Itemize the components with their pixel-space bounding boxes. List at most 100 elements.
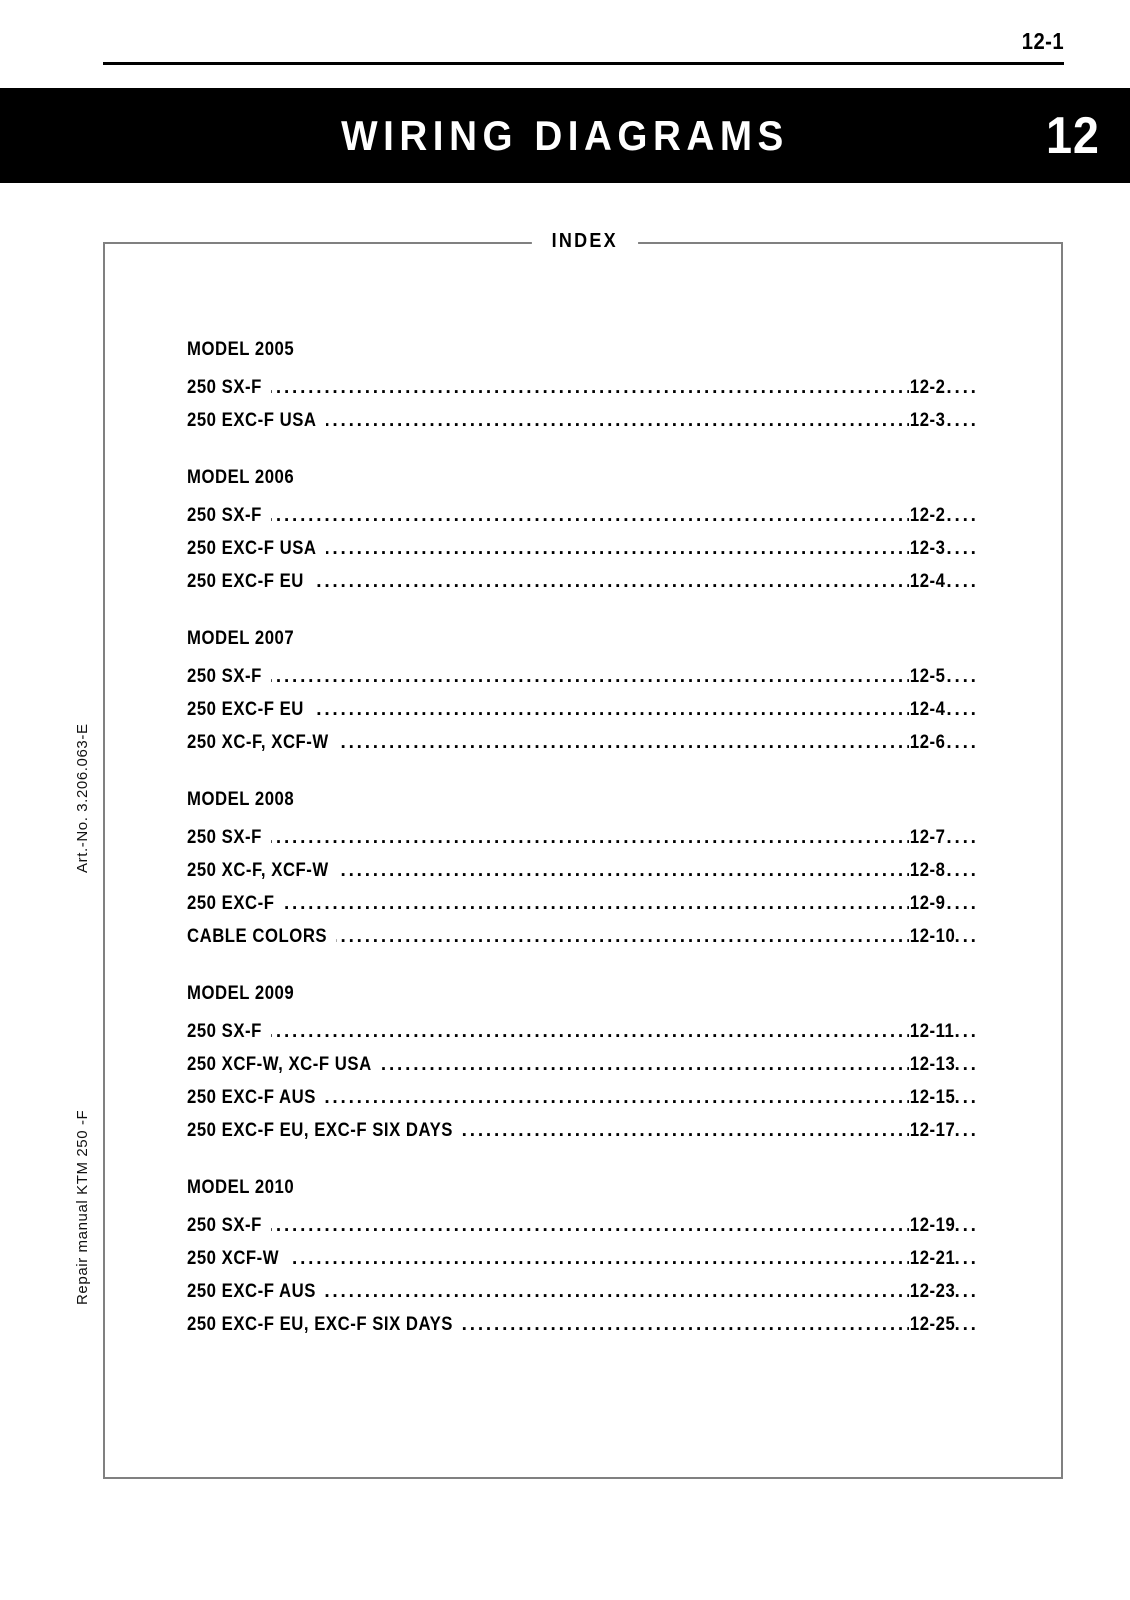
index-entry-page: 12-3 — [909, 532, 946, 565]
index-entry-page: 12-8 — [909, 854, 946, 887]
index-entry-label: 250 SX-F — [187, 377, 262, 398]
model-group: MODEL 2006..............................… — [187, 467, 977, 598]
dot-leader: ........................................… — [187, 1248, 977, 1269]
index-entry-label: 250 EXC-F AUS — [187, 1281, 316, 1302]
index-entry[interactable]: ........................................… — [187, 1015, 977, 1048]
index-entry[interactable]: ........................................… — [187, 1048, 977, 1081]
index-entry-label: 250 EXC-F USA — [187, 538, 317, 559]
leader-mask — [187, 1242, 289, 1275]
model-group: MODEL 2009..............................… — [187, 983, 977, 1147]
index-entry[interactable]: ........................................… — [187, 1308, 977, 1341]
index-entry-label: 250 SX-F — [187, 1215, 262, 1236]
index-entry[interactable]: ........................................… — [187, 404, 977, 437]
index-entry[interactable]: ........................................… — [187, 920, 977, 953]
index-entry-page: 12-3 — [909, 404, 946, 437]
model-group: MODEL 2010..............................… — [187, 1177, 977, 1341]
index-entry-page: 12-25 — [909, 1308, 956, 1341]
model-group-heading: MODEL 2005 — [187, 339, 295, 360]
leader-mask — [187, 726, 338, 759]
index-entry[interactable]: ........................................… — [187, 1242, 977, 1275]
dot-leader: ........................................… — [187, 1021, 977, 1042]
index-entry-page: 12-15 — [909, 1081, 956, 1114]
index-entry[interactable]: ........................................… — [187, 499, 977, 532]
model-group-heading: MODEL 2010 — [187, 1177, 295, 1198]
index-entry-page: 12-4 — [909, 565, 946, 598]
index-entry-label: 250 SX-F — [187, 505, 262, 526]
index-entry-label: 250 EXC-F EU — [187, 571, 304, 592]
leader-mask — [187, 1081, 325, 1114]
index-entry-page: 12-6 — [909, 726, 946, 759]
index-entry[interactable]: ........................................… — [187, 1275, 977, 1308]
index-entry[interactable]: ........................................… — [187, 693, 977, 726]
index-entry[interactable]: ........................................… — [187, 887, 977, 920]
dot-leader: ........................................… — [187, 827, 977, 848]
index-entry[interactable]: ........................................… — [187, 565, 977, 598]
repair-manual-imprint: Repair manual KTM 250 -F — [74, 1109, 91, 1305]
page-title: WIRING DIAGRAMS — [341, 111, 789, 159]
chapter-banner: WIRING DIAGRAMS 12 — [0, 88, 1130, 183]
leader-mask — [187, 1209, 271, 1242]
index-entry-page: 12-19 — [909, 1209, 956, 1242]
index-entry[interactable]: ........................................… — [187, 371, 977, 404]
index-entry-label: 250 XCF-W, XC-F USA — [187, 1054, 372, 1075]
dot-leader: ........................................… — [187, 666, 977, 687]
leader-mask — [187, 920, 337, 953]
dot-leader: ........................................… — [187, 1215, 977, 1236]
index-entry[interactable]: ........................................… — [187, 1209, 977, 1242]
index-entry-label: 250 EXC-F USA — [187, 410, 317, 431]
leader-mask — [187, 371, 271, 404]
leader-mask — [187, 1114, 462, 1147]
index-entry-label: 250 EXC-F AUS — [187, 1087, 316, 1108]
index-entry-label: 250 XCF-W — [187, 1248, 280, 1269]
leader-mask — [187, 499, 271, 532]
leader-mask — [187, 887, 284, 920]
index-entry-page: 12-21 — [909, 1242, 956, 1275]
leader-mask — [187, 821, 271, 854]
leader-mask — [187, 1048, 381, 1081]
model-group-heading: MODEL 2006 — [187, 467, 295, 488]
index-entry[interactable]: ........................................… — [187, 660, 977, 693]
model-group: MODEL 2008..............................… — [187, 789, 977, 953]
index-entry-page: 12-5 — [909, 660, 946, 693]
leader-mask — [187, 1308, 462, 1341]
index-entry-page: 12-17 — [909, 1114, 956, 1147]
leader-mask — [187, 1015, 271, 1048]
index-entry-page: 12-2 — [909, 371, 946, 404]
index-entry-label: 250 EXC-F EU — [187, 699, 304, 720]
index-entry-label: 250 SX-F — [187, 827, 262, 848]
index-entry[interactable]: ........................................… — [187, 821, 977, 854]
index-entry-page: 12-10 — [909, 920, 956, 953]
model-group: MODEL 2005..............................… — [187, 339, 977, 437]
chapter-number-tab: 12 — [1046, 106, 1100, 165]
index-entry[interactable]: ........................................… — [187, 854, 977, 887]
index-entry[interactable]: ........................................… — [187, 1114, 977, 1147]
index-entry-page: 12-2 — [909, 499, 946, 532]
index-entry-label: 250 XC-F, XCF-W — [187, 732, 329, 753]
leader-mask — [187, 404, 326, 437]
index-legend: INDEX — [105, 230, 1065, 253]
page-header: 12-1 — [0, 0, 1130, 85]
leader-mask — [187, 532, 326, 565]
index-legend-label: INDEX — [532, 230, 638, 253]
index-entry-label: 250 SX-F — [187, 666, 262, 687]
index-entry-label: 250 EXC-F — [187, 893, 275, 914]
index-entry-label: 250 XC-F, XCF-W — [187, 860, 329, 881]
leader-mask — [187, 854, 338, 887]
index-entry-label: 250 EXC-F EU, EXC-F SIX DAYS — [187, 1120, 453, 1141]
index-entry-page: 12-13 — [909, 1048, 956, 1081]
model-group: MODEL 2007..............................… — [187, 628, 977, 759]
leader-mask — [187, 660, 271, 693]
index-entry[interactable]: ........................................… — [187, 1081, 977, 1114]
model-group-heading: MODEL 2008 — [187, 789, 295, 810]
index-entry-page: 12-11 — [909, 1015, 955, 1048]
header-rule — [103, 62, 1064, 65]
index-entry[interactable]: ........................................… — [187, 532, 977, 565]
index-entry[interactable]: ........................................… — [187, 726, 977, 759]
index-content: MODEL 2005..............................… — [187, 339, 977, 1341]
dot-leader: ........................................… — [187, 893, 977, 914]
dot-leader: ........................................… — [187, 505, 977, 526]
leader-mask — [187, 1275, 325, 1308]
index-entry-page: 12-9 — [909, 887, 946, 920]
leader-mask — [187, 565, 313, 598]
index-entry-label: 250 EXC-F EU, EXC-F SIX DAYS — [187, 1314, 453, 1335]
